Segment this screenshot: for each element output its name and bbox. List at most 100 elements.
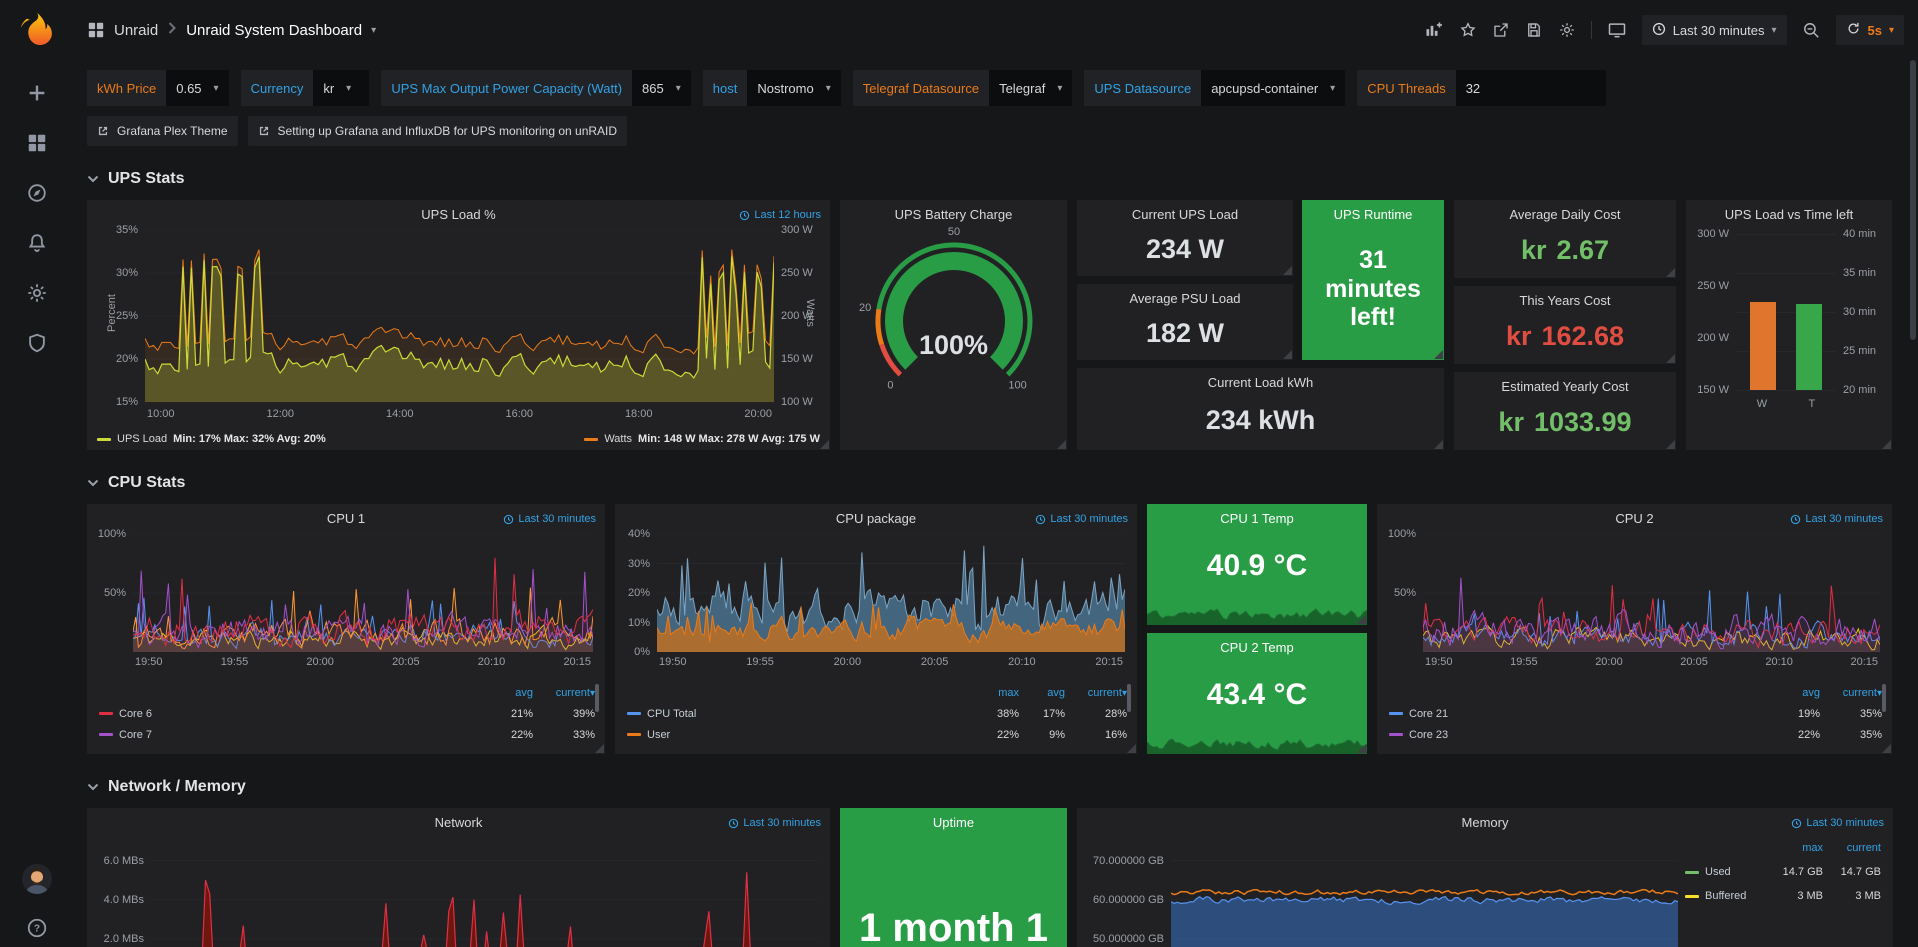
legend-col-current[interactable]: current — [1846, 842, 1881, 854]
panel-title[interactable]: Average Daily Cost — [1509, 207, 1621, 222]
panel-title[interactable]: UPS Runtime — [1333, 207, 1413, 222]
variable-telegraf-datasource: Telegraf Datasource Telegraf ▾ — [852, 70, 1073, 106]
variable-value-dropdown[interactable]: Nostromo ▾ — [747, 70, 841, 106]
panel-title[interactable]: UPS Battery Charge — [894, 207, 1013, 222]
panel-title[interactable]: CPU 2 — [1615, 511, 1654, 526]
panel-title[interactable]: Current Load kWh — [1207, 375, 1314, 390]
link-ups-monitoring-guide[interactable]: Setting up Grafana and InfluxDB for UPS … — [247, 116, 628, 146]
panel-title[interactable]: CPU 1 — [326, 511, 366, 526]
page-scrollbar[interactable] — [1910, 60, 1916, 340]
explore-compass-icon[interactable] — [26, 182, 48, 204]
user-avatar[interactable] — [21, 864, 52, 899]
panel-title[interactable]: Memory — [1461, 815, 1509, 830]
legend-col-avg[interactable]: avg — [1047, 686, 1065, 699]
cpu2-chart[interactable] — [1423, 534, 1880, 652]
help-icon[interactable]: ? — [26, 917, 48, 939]
legend-col-avg[interactable]: avg — [1802, 686, 1820, 699]
legend-col-max[interactable]: max — [998, 686, 1019, 699]
legend-series[interactable]: Core 23 — [1389, 729, 1766, 741]
variable-value-dropdown[interactable]: Telegraf ▾ — [989, 70, 1073, 106]
panel-title[interactable]: CPU package — [835, 511, 917, 526]
panel-network: Network Last 30 minutes 6.0 MBs 4.0 MBs … — [87, 808, 830, 947]
legend-series[interactable]: User — [627, 729, 969, 741]
ups-load-chart[interactable] — [145, 230, 774, 402]
bar-time-left — [1796, 304, 1822, 390]
refresh-picker[interactable]: 5s ▾ — [1835, 15, 1904, 45]
cpu-package-chart[interactable] — [657, 534, 1125, 652]
legend-series[interactable]: Core 7 — [99, 729, 479, 741]
row-header-network-memory[interactable]: Network / Memory — [87, 772, 1904, 802]
network-chart[interactable] — [151, 838, 818, 947]
cpu1-chart[interactable] — [133, 534, 593, 652]
legend-col-current[interactable]: current▾ — [555, 686, 595, 699]
stat-value: 40.9 °C — [1206, 548, 1308, 582]
create-plus-icon[interactable] — [26, 82, 48, 104]
y-tick: 50% — [1393, 587, 1416, 599]
cpu-threads-input[interactable] — [1455, 70, 1606, 106]
variable-value-dropdown[interactable]: kr ▾ — [313, 70, 370, 106]
panel-title[interactable]: Current UPS Load — [1131, 207, 1239, 222]
clock-icon — [1791, 514, 1801, 524]
panel-title[interactable]: This Years Cost — [1519, 293, 1611, 308]
legend-col-max[interactable]: max — [1802, 842, 1823, 854]
server-admin-shield-icon[interactable] — [26, 332, 48, 354]
legend-scrollbar[interactable] — [595, 684, 599, 712]
panel-title[interactable]: UPS Load vs Time left — [1724, 207, 1854, 222]
legend-col-avg[interactable]: avg — [515, 686, 533, 699]
link-grafana-plex-theme[interactable]: Grafana Plex Theme — [87, 116, 238, 146]
configuration-gear-icon[interactable] — [26, 282, 48, 304]
panel-title[interactable]: UPS Load % — [421, 207, 496, 222]
panel-cpu-1: CPU 1 Last 30 minutes 100% 50% 19:50 19:… — [87, 504, 605, 754]
legend-col-current[interactable]: current▾ — [1842, 686, 1882, 699]
legend-series[interactable]: Used — [1685, 866, 1765, 878]
grafana-logo[interactable] — [16, 10, 58, 52]
row-header-cpu-stats[interactable]: CPU Stats — [87, 468, 1904, 498]
panel-title[interactable]: Average PSU Load — [1129, 291, 1241, 306]
panel-title[interactable]: Network — [434, 815, 483, 830]
apps-grid-icon[interactable] — [87, 21, 105, 39]
variable-label: Telegraf Datasource — [852, 70, 990, 106]
ups-stats-row: UPS Load % Last 12 hours Percent Watts 3… — [87, 200, 1904, 450]
y-tick: 100% — [1387, 528, 1416, 540]
y-tick: 150 W — [781, 353, 813, 365]
star-button[interactable] — [1459, 21, 1477, 39]
memory-chart[interactable] — [1171, 838, 1678, 947]
alerting-bell-icon[interactable] — [26, 232, 48, 254]
variable-value-dropdown[interactable]: 0.65 ▾ — [166, 70, 229, 106]
share-button[interactable] — [1492, 21, 1510, 39]
add-panel-button[interactable] — [1424, 20, 1444, 40]
legend-series[interactable]: CPU Total — [627, 708, 969, 720]
panel-ups-load-pct: UPS Load % Last 12 hours Percent Watts 3… — [87, 200, 830, 450]
save-button[interactable] — [1525, 21, 1543, 39]
stat-value: 43.4 °C — [1206, 677, 1308, 711]
panel-title[interactable]: CPU 1 Temp — [1220, 511, 1294, 526]
panel-title[interactable]: Estimated Yearly Cost — [1501, 379, 1629, 394]
y-tick: 100 W — [781, 396, 813, 408]
legend-series[interactable]: Buffered — [1685, 890, 1765, 902]
zoom-out-button[interactable] — [1802, 21, 1821, 40]
clock-icon — [1792, 818, 1802, 828]
variable-value-dropdown[interactable]: 865 ▾ — [632, 70, 691, 106]
panel-title[interactable]: Uptime — [932, 815, 975, 830]
dashboard-settings-gear-icon[interactable] — [1558, 21, 1576, 39]
legend-series[interactable]: UPS Load — [117, 433, 168, 445]
time-range-picker[interactable]: Last 30 minutes ▾ — [1641, 15, 1787, 45]
dashboards-icon[interactable] — [26, 132, 48, 154]
breadcrumb-dashboard-title[interactable]: Unraid System Dashboard — [186, 21, 363, 39]
caret-down-icon[interactable]: ▾ — [371, 24, 377, 36]
variable-value-dropdown[interactable]: apcupsd-container ▾ — [1201, 70, 1346, 106]
chevron-down-icon — [87, 783, 99, 791]
svg-text:100: 100 — [1008, 380, 1026, 392]
legend-series[interactable]: Core 21 — [1389, 708, 1766, 720]
legend-table: max avg current▾ CPU Total 38% 17% 28% U… — [627, 682, 1131, 750]
row-header-ups-stats[interactable]: UPS Stats — [87, 164, 1904, 194]
legend-scrollbar[interactable] — [1127, 684, 1131, 712]
legend-scrollbar[interactable] — [1882, 684, 1886, 712]
cycle-view-tv-icon[interactable] — [1607, 20, 1627, 40]
legend-series[interactable]: Watts — [604, 433, 633, 445]
panel-title[interactable]: CPU 2 Temp — [1220, 640, 1294, 655]
legend-col-current[interactable]: current▾ — [1087, 686, 1127, 699]
breadcrumb-folder[interactable]: Unraid — [114, 21, 159, 39]
legend-series[interactable]: Core 6 — [99, 708, 479, 720]
